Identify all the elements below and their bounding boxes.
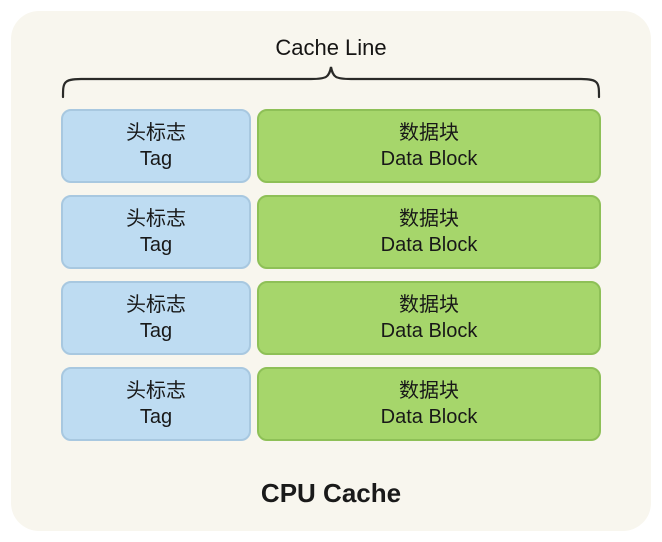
data-label-cn: 数据块 xyxy=(399,292,459,318)
diagram-footer-title: CPU Cache xyxy=(11,478,651,509)
brace-title: Cache Line xyxy=(11,35,651,61)
cache-line-row: 头标志 Tag 数据块 Data Block xyxy=(61,281,601,355)
data-label-en: Data Block xyxy=(381,232,478,258)
cpu-cache-diagram: Cache Line 头标志 Tag 数据块 Data Block 头标志 Ta… xyxy=(11,11,651,531)
data-block-cell: 数据块 Data Block xyxy=(257,109,601,183)
tag-label-cn: 头标志 xyxy=(126,206,186,232)
data-block-cell: 数据块 Data Block xyxy=(257,195,601,269)
tag-label-cn: 头标志 xyxy=(126,292,186,318)
tag-label-en: Tag xyxy=(140,404,172,430)
tag-label-cn: 头标志 xyxy=(126,378,186,404)
data-label-cn: 数据块 xyxy=(399,206,459,232)
data-label-en: Data Block xyxy=(381,404,478,430)
cache-line-row: 头标志 Tag 数据块 Data Block xyxy=(61,367,601,441)
data-label-en: Data Block xyxy=(381,318,478,344)
data-label-cn: 数据块 xyxy=(399,120,459,146)
tag-cell: 头标志 Tag xyxy=(61,281,251,355)
tag-cell: 头标志 Tag xyxy=(61,195,251,269)
tag-label-cn: 头标志 xyxy=(126,120,186,146)
data-block-cell: 数据块 Data Block xyxy=(257,367,601,441)
cache-rows: 头标志 Tag 数据块 Data Block 头标志 Tag 数据块 Data … xyxy=(61,109,601,441)
tag-label-en: Tag xyxy=(140,232,172,258)
cache-line-row: 头标志 Tag 数据块 Data Block xyxy=(61,109,601,183)
tag-cell: 头标志 Tag xyxy=(61,109,251,183)
data-label-cn: 数据块 xyxy=(399,378,459,404)
cache-line-row: 头标志 Tag 数据块 Data Block xyxy=(61,195,601,269)
data-block-cell: 数据块 Data Block xyxy=(257,281,601,355)
tag-label-en: Tag xyxy=(140,318,172,344)
tag-cell: 头标志 Tag xyxy=(61,367,251,441)
curly-brace-icon xyxy=(61,65,601,99)
tag-label-en: Tag xyxy=(140,146,172,172)
data-label-en: Data Block xyxy=(381,146,478,172)
